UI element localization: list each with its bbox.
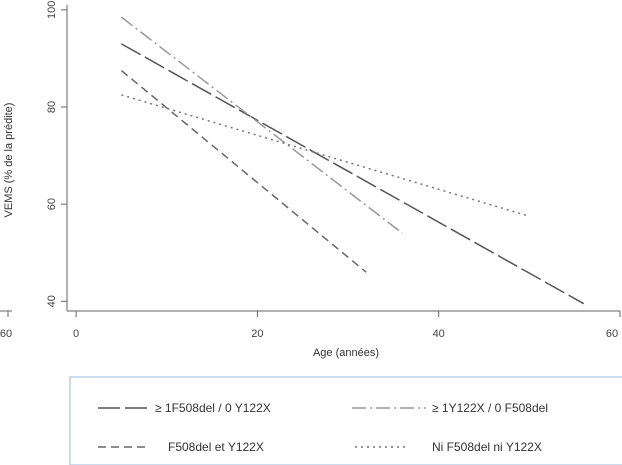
legend-label-2: ≥ 1Y122X / 0 F508del — [432, 401, 548, 415]
left-panel-tick-label: 60 — [0, 328, 12, 340]
y-axis-title: VEMS (% de la prédite) — [3, 103, 15, 218]
ticks: 0 20 40 60 40 60 80 100 — [46, 1, 621, 340]
legend-label-4: Ni F508del ni Y122X — [432, 440, 542, 454]
legend-label-1: ≥ 1F508del / 0 Y122X — [155, 401, 271, 415]
series-line-3 — [120, 69, 367, 273]
y-tick-label-40: 40 — [46, 295, 58, 307]
y-tick-label-100: 100 — [46, 1, 58, 19]
legend-label-3: F508del et Y122X — [168, 440, 264, 454]
x-tick-label-20: 20 — [251, 328, 263, 340]
series-line-4 — [121, 94, 530, 218]
series-line-2 — [120, 16, 403, 234]
x-axis-title: Age (années) — [313, 347, 379, 359]
x-tick-label-40: 40 — [433, 328, 445, 340]
series-line-1 — [121, 43, 585, 305]
x-tick-label-60: 60 — [606, 328, 618, 340]
y-tick-label-80: 80 — [46, 101, 58, 113]
legend-box — [69, 376, 622, 465]
legend-item-3: F508del et Y122X — [98, 440, 264, 454]
legend-item-2: ≥ 1Y122X / 0 F508del — [352, 401, 548, 415]
x-tick-label-0: 0 — [73, 328, 79, 340]
y-tick-label-60: 60 — [46, 198, 58, 210]
legend-item-4: Ni F508del ni Y122X — [355, 440, 542, 454]
series-lines — [120, 16, 585, 305]
legend-item-1: ≥ 1F508del / 0 Y122X — [98, 401, 271, 415]
